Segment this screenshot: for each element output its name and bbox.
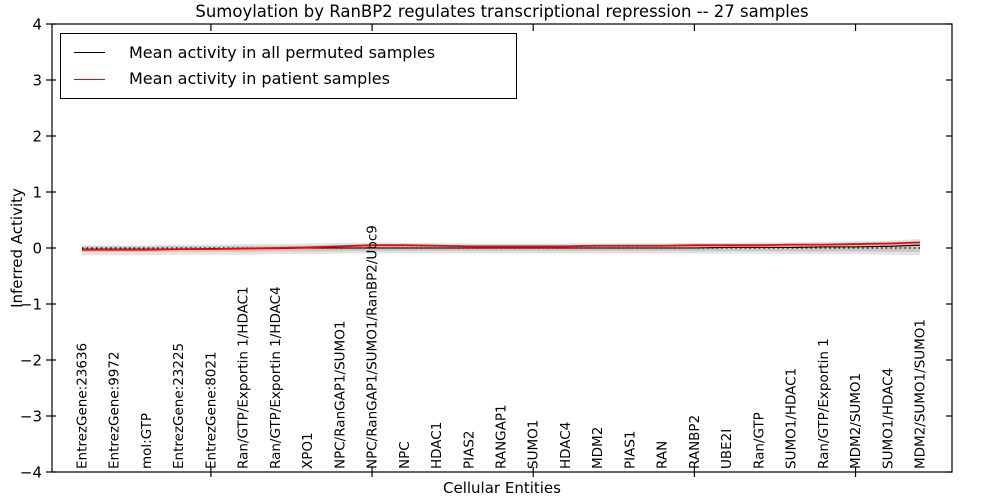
- axis-ticks: [46, 23, 952, 477]
- category-label: HDAC1: [429, 422, 445, 469]
- y-tick-labels: −4 −3 −2 −1 0 1 2 3 4: [20, 16, 42, 482]
- legend-item-patient: Mean activity in patient samples: [74, 71, 516, 87]
- y-tick-label: 1: [32, 184, 42, 202]
- category-label: PIAS2: [461, 430, 477, 469]
- category-label: EntrezGene:9972: [107, 351, 123, 469]
- category-label: Ran/GTP/Exportin 1/HDAC4: [268, 286, 284, 469]
- patient-line-swatch: [74, 78, 105, 80]
- category-label: EntrezGene:23636: [75, 343, 91, 469]
- category-label: RANGAP1: [494, 404, 510, 469]
- y-tick-label: −4: [20, 464, 42, 482]
- category-label: Ran/GTP/Exportin 1: [816, 338, 832, 469]
- category-label: HDAC4: [558, 422, 574, 469]
- category-label: Ran/GTP: [751, 412, 767, 469]
- category-label: MDM2/SUMO1/SUMO1: [913, 319, 929, 469]
- category-label: SUMO1: [526, 420, 542, 469]
- series-lines: [82, 241, 921, 251]
- category-label: MDM2/SUMO1: [848, 373, 864, 469]
- category-label: NPC: [397, 441, 413, 469]
- y-axis-title: Inferred Activity: [8, 188, 26, 308]
- y-tick-label: −2: [20, 352, 42, 370]
- y-tick-label: 2: [32, 128, 42, 146]
- permuted-line-swatch: [74, 52, 105, 54]
- legend-item-permuted: Mean activity in all permuted samples: [74, 42, 516, 62]
- category-label: NPC/RanGAP1/SUMO1/RanBP2/Ubc9: [365, 225, 381, 469]
- category-label: SUMO1/HDAC4: [880, 368, 896, 469]
- category-label: MDM2: [590, 427, 606, 469]
- series-line-1: [82, 241, 921, 251]
- category-label: EntrezGene:23225: [171, 343, 187, 469]
- y-tick-label: −3: [20, 408, 42, 426]
- y-tick-label: −1: [20, 296, 42, 314]
- category-label: EntrezGene:8021: [203, 351, 219, 469]
- y-tick-label: 3: [32, 72, 42, 90]
- chart-title: Sumoylation by RanBP2 regulates transcri…: [195, 2, 809, 21]
- category-label: PIAS1: [622, 430, 638, 469]
- category-label: XPO1: [300, 432, 316, 469]
- category-label: mol:GTP: [139, 413, 155, 469]
- legend-label-permuted: Mean activity in all permuted samples: [129, 42, 436, 62]
- x-axis-title: Cellular Entities: [443, 479, 561, 497]
- category-label: NPC/RanGAP1/SUMO1: [332, 321, 348, 469]
- legend-box: Mean activity in all permuted samples Me…: [60, 33, 517, 99]
- category-label: RAN: [655, 441, 671, 469]
- category-label: UBE2I: [719, 429, 735, 469]
- legend-label-patient: Mean activity in patient samples: [129, 69, 390, 89]
- y-tick-label: 0: [32, 240, 42, 258]
- category-label: SUMO1/HDAC1: [784, 368, 800, 469]
- category-label: RANBP2: [687, 415, 703, 469]
- y-tick-label: 4: [32, 16, 42, 34]
- category-label: Ran/GTP/Exportin 1/HDAC1: [236, 286, 252, 469]
- x-category-labels: EntrezGene:23636 EntrezGene:9972 mol:GTP En…: [75, 225, 929, 469]
